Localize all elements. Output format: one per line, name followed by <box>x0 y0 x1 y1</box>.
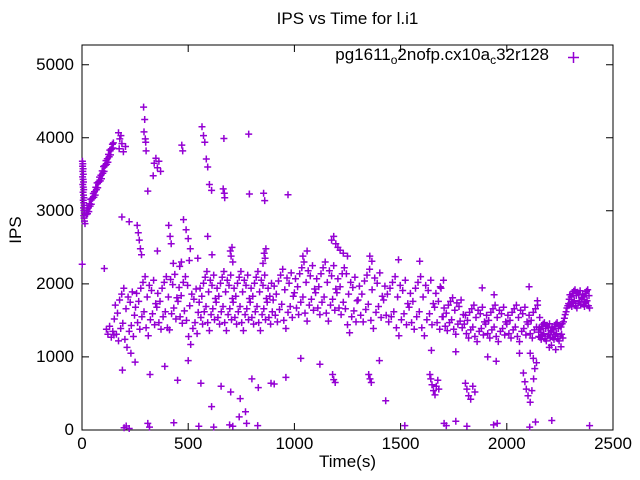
legend-series-label: pg1611o2nofp.cx10ac32r128 <box>335 45 549 70</box>
x-tick-label: 500 <box>174 434 203 453</box>
x-tick-label: 2000 <box>487 434 526 453</box>
y-tick-label: 3000 <box>36 200 74 220</box>
legend-label-subscript: o <box>390 52 398 67</box>
legend-label-text: pg1611 <box>335 44 391 64</box>
legend-label-subscript: c <box>490 52 497 67</box>
x-tick-label: 1000 <box>275 434 314 453</box>
legend-label-text: 32r128 <box>496 44 549 64</box>
legend-label-text: 2nofp.cx10a <box>397 44 491 64</box>
x-tick-label: 2500 <box>594 434 632 453</box>
y-tick-label: 2000 <box>36 273 74 293</box>
y-tick-label: 5000 <box>36 54 74 74</box>
plot-frame <box>81 44 614 431</box>
axis-tick-marks <box>81 45 614 431</box>
data-points <box>78 103 594 432</box>
y-tick-label: 1000 <box>36 346 74 366</box>
legend: pg1611o2nofp.cx10ac32r128 <box>335 45 580 70</box>
chart-title: IPS vs Time for l.i1 <box>276 9 419 28</box>
y-tick-label: 0 <box>64 420 74 439</box>
x-axis-title: Time(s) <box>319 452 376 471</box>
plus-marker-icon <box>568 51 579 63</box>
x-tick-label: 1500 <box>381 434 420 453</box>
x-tick-label: 0 <box>77 434 87 453</box>
y-tick-label: 4000 <box>36 127 74 147</box>
